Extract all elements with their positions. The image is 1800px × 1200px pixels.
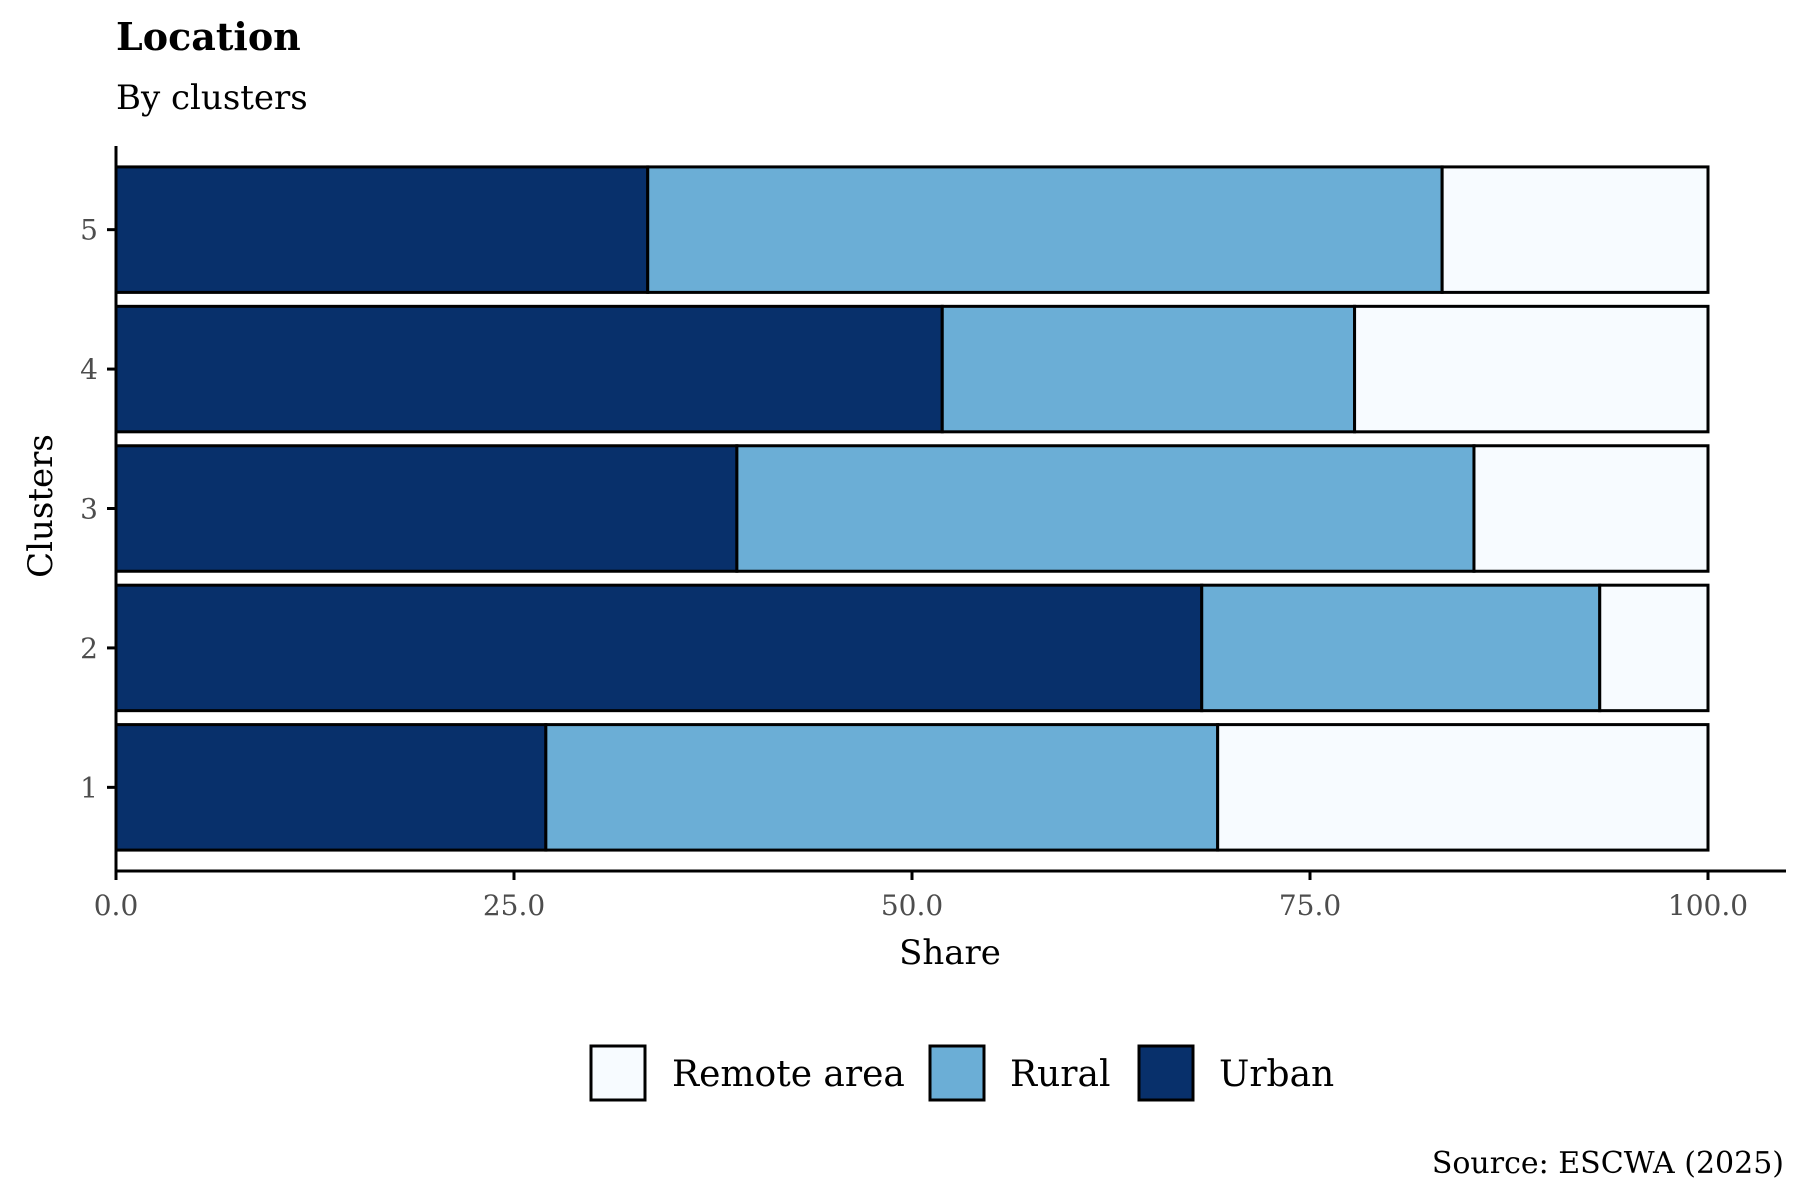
axes-group: 0.0 25.0 50.0 75.0 100.0 1 2 3 4 5	[80, 146, 1786, 922]
x-tick-label: 50.0	[881, 889, 943, 922]
bar-cluster-1-rural	[544, 723, 1220, 852]
x-tick-label: 100.0	[1668, 889, 1748, 922]
bar-cluster-1-urban	[114, 723, 548, 852]
y-tick-label: 5	[80, 214, 98, 247]
bar-cluster-5-remote-area	[1440, 165, 1710, 294]
y-tick-label: 2	[80, 632, 98, 665]
legend-label-remote-area: Remote area	[672, 1054, 905, 1095]
bar-cluster-5-urban	[114, 165, 650, 294]
y-tick-label: 1	[80, 771, 98, 804]
y-axis-title: Clusters	[21, 434, 61, 578]
bars-group	[114, 165, 1710, 852]
legend-label-rural: Rural	[1010, 1054, 1110, 1095]
bar-cluster-2-urban	[114, 583, 1204, 713]
legend-label-urban: Urban	[1219, 1054, 1334, 1095]
bar-cluster-4-remote-area	[1353, 304, 1710, 434]
bar-cluster-2-rural	[1200, 583, 1602, 713]
y-tick-label: 3	[80, 493, 98, 526]
source-note: Source: ESCWA (2025)	[1432, 1146, 1784, 1181]
bar-cluster-2-remote-area	[1598, 583, 1710, 713]
bar-cluster-4-urban	[114, 304, 944, 434]
x-tick-label: 0.0	[94, 889, 139, 922]
bar-cluster-3-remote-area	[1472, 444, 1710, 573]
legend-key-remote-area	[589, 1044, 647, 1102]
bar-cluster-3-urban	[114, 444, 739, 573]
bar-cluster-1-remote-area	[1216, 723, 1710, 852]
bar-cluster-3-rural	[735, 444, 1476, 573]
legend-key-rural	[928, 1044, 986, 1102]
bar-cluster-4-rural	[940, 304, 1357, 434]
chart-title: Location	[116, 14, 301, 59]
x-axis-title: Share	[899, 933, 1001, 973]
bar-cluster-5-rural	[646, 165, 1444, 294]
legend-key-urban	[1137, 1044, 1195, 1102]
y-tick-label: 4	[80, 353, 98, 386]
chart-subtitle: By clusters	[116, 78, 308, 118]
x-tick-label: 25.0	[483, 889, 545, 922]
x-tick-label: 75.0	[1279, 889, 1341, 922]
legend: Remote area Rural Urban	[589, 1044, 1334, 1102]
